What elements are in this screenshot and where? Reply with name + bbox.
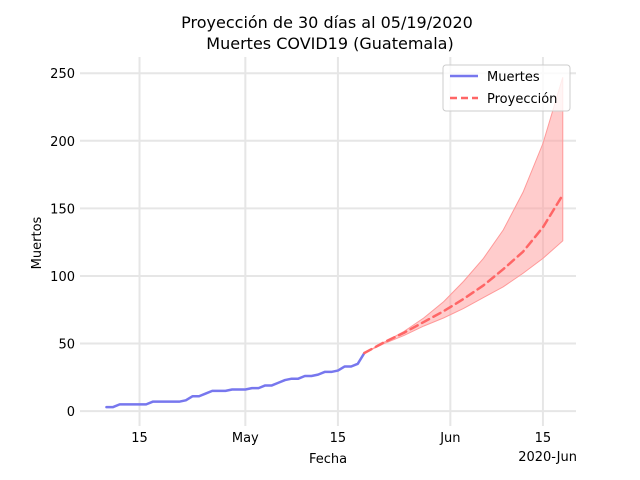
y-axis-label: Muertos bbox=[30, 216, 45, 269]
x-axis-label: Fecha bbox=[309, 452, 347, 467]
chart-title-line1: Proyección de 30 días al 05/19/2020 bbox=[181, 13, 473, 32]
legend: Muertes Proyección bbox=[442, 64, 571, 112]
series-layer bbox=[105, 193, 565, 409]
x-offset-label: 2020-Jun bbox=[518, 450, 577, 465]
confidence-band bbox=[364, 77, 564, 354]
x-tick-label-3: Jun bbox=[439, 431, 460, 446]
x-tick-label-2: 15 bbox=[330, 431, 347, 446]
y-tick-label-0: 0 bbox=[67, 405, 75, 420]
x-tick-label-4: 15 bbox=[535, 431, 552, 446]
legend-label-muertes: Muertes bbox=[487, 70, 540, 85]
tick-labels: 0 50 100 150 200 250 15 May 15 Jun 15 bbox=[50, 67, 551, 446]
confidence-band-layer bbox=[364, 77, 564, 354]
y-tick-label-2: 100 bbox=[50, 270, 75, 285]
x-tick-label-0: 15 bbox=[131, 431, 148, 446]
x-tick-label-1: May bbox=[232, 431, 259, 446]
y-tick-label-5: 250 bbox=[50, 67, 75, 82]
series-line-muertes bbox=[105, 351, 366, 409]
chart-title-line2: Muertes COVID19 (Guatemala) bbox=[206, 34, 453, 53]
y-tick-label-3: 150 bbox=[50, 202, 75, 217]
y-tick-label-4: 200 bbox=[50, 135, 75, 150]
legend-label-proyeccion: Proyección bbox=[487, 92, 557, 107]
y-tick-label-1: 50 bbox=[58, 338, 75, 353]
series-line-proyeccion bbox=[363, 193, 565, 355]
